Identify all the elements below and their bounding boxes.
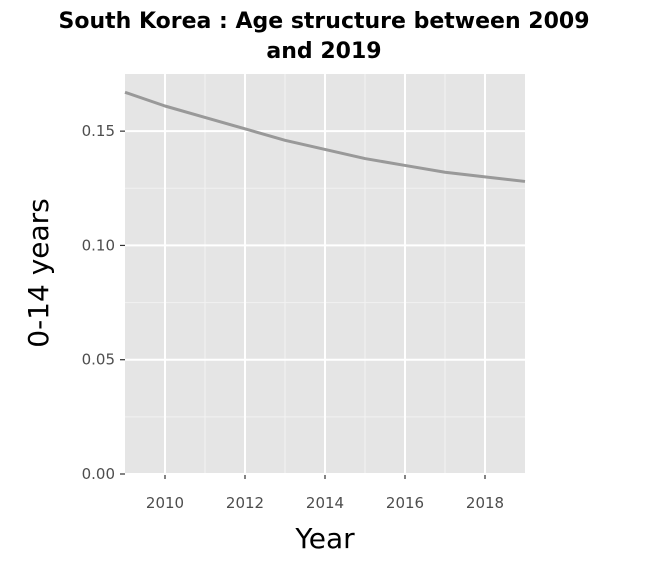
y-tick-label: 0.00 [82,465,115,483]
y-tick-label: 0.15 [82,122,115,140]
x-tick-label: 2018 [466,494,504,512]
chart-title-line-2: and 2019 [266,39,381,64]
x-tick-label: 2010 [146,494,184,512]
y-axis-title: 0-14 years [22,198,55,348]
x-tick-label: 2016 [386,494,424,512]
x-tick-label: 2012 [226,494,264,512]
y-tick-label: 0.05 [82,351,115,369]
chart-title-line-1: South Korea : Age structure between 2009 [59,9,590,34]
y-tick-label: 0.10 [82,236,115,254]
x-axis-title: Year [294,522,355,555]
x-tick-label: 2014 [306,494,344,512]
series-line [124,90,526,183]
plot-area: 2010 2012 2014 2016 2018 0.00 0.05 0.10 0.15 [82,74,526,512]
